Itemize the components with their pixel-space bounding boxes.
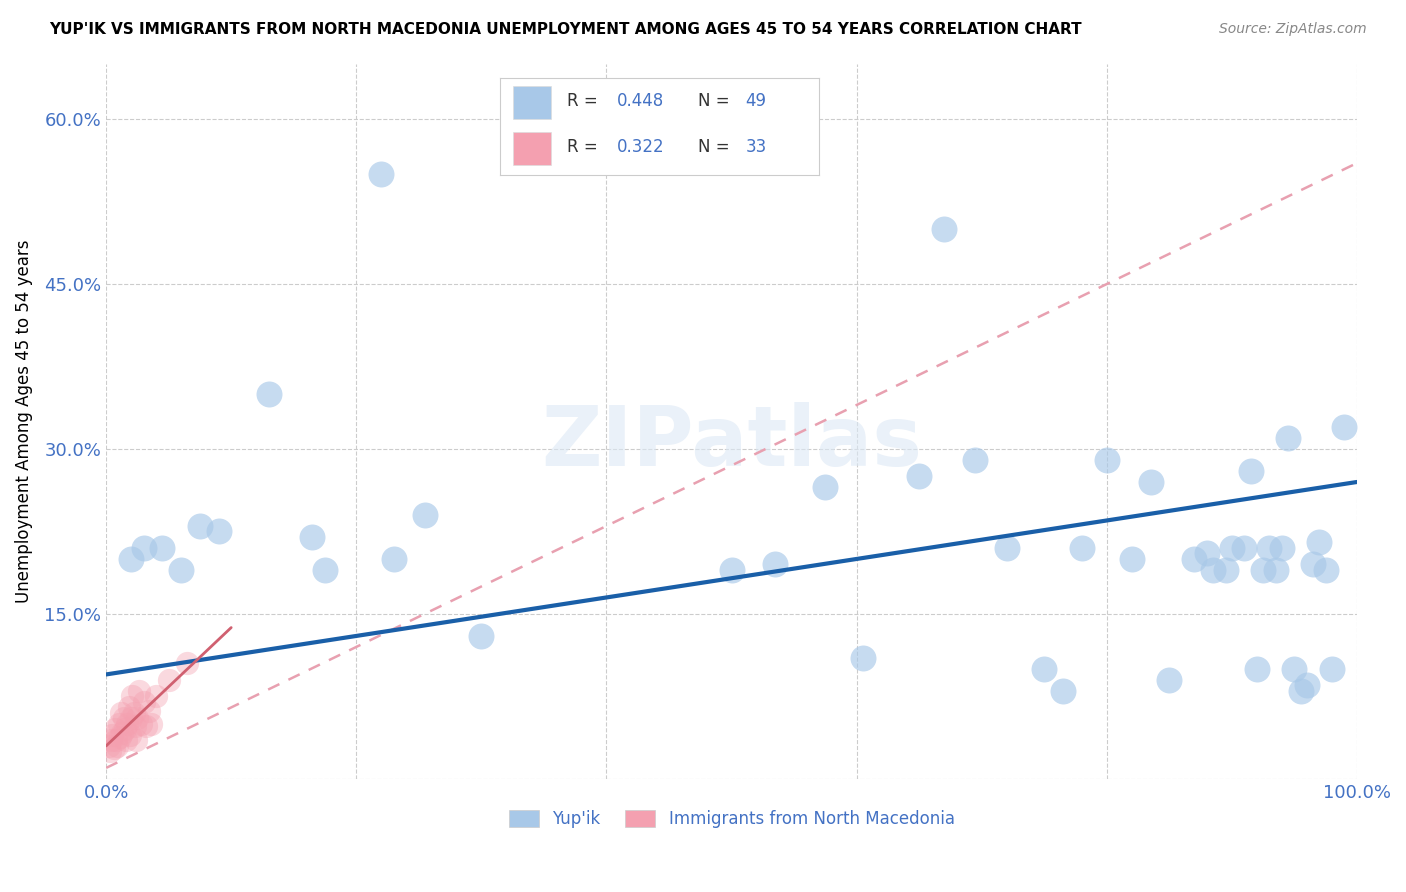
Point xyxy=(965,453,987,467)
Point xyxy=(97,739,120,753)
Point xyxy=(370,167,392,181)
Point xyxy=(1320,662,1343,676)
Point xyxy=(108,730,131,744)
Point xyxy=(118,728,141,742)
Point xyxy=(112,711,135,725)
Point xyxy=(314,563,336,577)
Point xyxy=(120,711,142,725)
Point xyxy=(1271,541,1294,555)
Point xyxy=(115,733,138,747)
Text: ZIPatlas: ZIPatlas xyxy=(541,402,922,483)
Point xyxy=(176,657,198,671)
Point xyxy=(1095,453,1118,467)
Point xyxy=(1233,541,1256,555)
Point xyxy=(135,719,157,733)
Point xyxy=(382,552,405,566)
Y-axis label: Unemployment Among Ages 45 to 54 years: Unemployment Among Ages 45 to 54 years xyxy=(15,240,32,603)
Point xyxy=(98,744,121,758)
Point xyxy=(139,717,162,731)
Point xyxy=(1070,541,1092,555)
Point xyxy=(111,725,134,739)
Point xyxy=(105,733,128,747)
Point xyxy=(145,690,167,704)
Point xyxy=(1215,563,1237,577)
Point xyxy=(170,563,193,577)
Point xyxy=(1182,552,1205,566)
Point xyxy=(1264,563,1286,577)
Point xyxy=(814,480,837,494)
Point xyxy=(107,717,129,731)
Point xyxy=(1315,563,1337,577)
Point xyxy=(103,741,125,756)
Point xyxy=(1220,541,1243,555)
Point xyxy=(1052,684,1074,698)
Point xyxy=(470,629,492,643)
Point xyxy=(257,387,280,401)
Point xyxy=(1202,563,1225,577)
Point xyxy=(852,651,875,665)
Point xyxy=(208,524,231,539)
Point xyxy=(101,728,124,742)
Point xyxy=(105,739,128,753)
Point xyxy=(720,563,742,577)
Point xyxy=(995,541,1018,555)
Point xyxy=(1277,431,1299,445)
Point xyxy=(117,700,139,714)
Point xyxy=(1240,464,1263,478)
Point xyxy=(138,704,160,718)
Point xyxy=(127,711,149,725)
Point xyxy=(1296,678,1319,692)
Point xyxy=(1251,563,1274,577)
Point xyxy=(1302,558,1324,572)
Text: YUP'IK VS IMMIGRANTS FROM NORTH MACEDONIA UNEMPLOYMENT AMONG AGES 45 TO 54 YEARS: YUP'IK VS IMMIGRANTS FROM NORTH MACEDONI… xyxy=(49,22,1081,37)
Point xyxy=(125,733,148,747)
Point xyxy=(1333,420,1355,434)
Point xyxy=(129,717,152,731)
Point xyxy=(1139,475,1161,489)
Point xyxy=(934,222,956,236)
Point xyxy=(908,469,931,483)
Point xyxy=(763,558,786,572)
Point xyxy=(114,723,136,737)
Point xyxy=(100,733,122,747)
Point xyxy=(1033,662,1056,676)
Point xyxy=(1159,673,1181,687)
Point xyxy=(1195,546,1218,560)
Point xyxy=(122,706,145,720)
Point xyxy=(104,723,127,737)
Point xyxy=(132,695,155,709)
Point xyxy=(301,530,323,544)
Point xyxy=(1289,684,1312,698)
Point xyxy=(132,541,155,555)
Point xyxy=(124,719,146,733)
Point xyxy=(1308,535,1330,549)
Point xyxy=(1246,662,1268,676)
Point xyxy=(128,684,150,698)
Legend: Yup'ik, Immigrants from North Macedonia: Yup'ik, Immigrants from North Macedonia xyxy=(502,804,962,835)
Point xyxy=(110,706,132,720)
Point xyxy=(1258,541,1281,555)
Point xyxy=(117,717,139,731)
Point xyxy=(120,552,142,566)
Point xyxy=(1284,662,1306,676)
Point xyxy=(150,541,173,555)
Text: Source: ZipAtlas.com: Source: ZipAtlas.com xyxy=(1219,22,1367,37)
Point xyxy=(121,690,143,704)
Point xyxy=(413,508,436,522)
Point xyxy=(157,673,180,687)
Point xyxy=(188,519,211,533)
Point xyxy=(1121,552,1143,566)
